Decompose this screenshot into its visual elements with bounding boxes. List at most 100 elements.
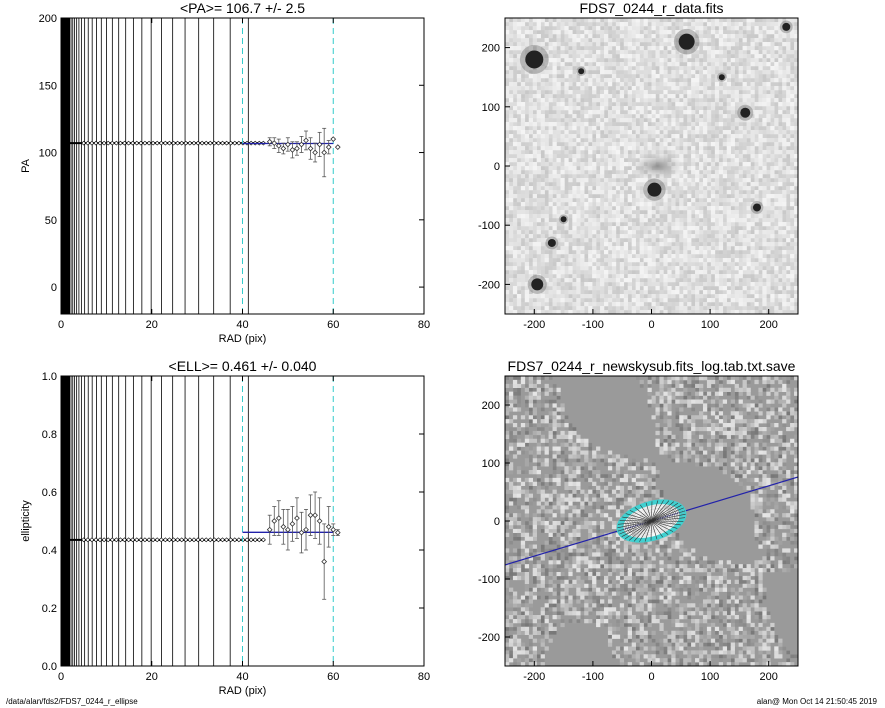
y-tick-label: -200 bbox=[478, 279, 500, 291]
x-tick-label: 80 bbox=[418, 671, 430, 683]
pixel-noise bbox=[505, 18, 798, 314]
profile-marker bbox=[171, 537, 176, 543]
profile-marker bbox=[236, 537, 242, 543]
data-point bbox=[316, 141, 323, 148]
y-axis-label: PA bbox=[20, 158, 32, 173]
data-point bbox=[271, 518, 278, 524]
y-tick-label: 0.2 bbox=[42, 603, 57, 615]
x-tick-label: 200 bbox=[760, 671, 778, 683]
x-tick-label: -200 bbox=[523, 319, 545, 331]
isophote-spoke bbox=[629, 510, 652, 522]
profile-marker bbox=[216, 140, 221, 146]
data-point bbox=[330, 136, 337, 142]
profile-marker bbox=[171, 140, 176, 146]
plot-area bbox=[61, 18, 341, 314]
x-tick-label: 40 bbox=[236, 671, 248, 683]
y-tick-label: 0 bbox=[51, 282, 57, 294]
y-tick-label: 50 bbox=[45, 215, 57, 227]
profile-marker bbox=[195, 140, 201, 146]
footer-left: /data/alan/fds2/FDS7_0244_r_ellipse bbox=[6, 697, 138, 706]
source bbox=[647, 182, 662, 197]
data-point bbox=[307, 512, 314, 519]
profile-marker bbox=[211, 537, 217, 543]
profile-marker bbox=[183, 140, 189, 146]
profile-marker bbox=[150, 537, 156, 543]
source bbox=[678, 33, 695, 50]
profile-marker bbox=[113, 537, 119, 543]
profile-marker bbox=[93, 537, 99, 543]
profile-marker bbox=[101, 537, 107, 543]
pixel-noise bbox=[505, 387, 798, 612]
data-point bbox=[321, 149, 328, 156]
data-point bbox=[289, 521, 296, 527]
x-tick-label: 20 bbox=[146, 671, 158, 683]
profile-marker bbox=[134, 537, 140, 543]
isophote-spoke bbox=[639, 520, 652, 542]
profile-marker bbox=[130, 537, 136, 543]
pixel-noise bbox=[505, 22, 798, 314]
chart-title: FDS7_0244_r_data.fits bbox=[580, 0, 724, 16]
data-point bbox=[280, 523, 287, 530]
x-tick-label: 100 bbox=[701, 671, 719, 683]
profile-marker bbox=[138, 537, 144, 543]
profile-marker bbox=[224, 537, 230, 543]
profile-marker bbox=[85, 140, 91, 146]
pixel-noise bbox=[505, 18, 798, 314]
profile-marker bbox=[93, 140, 99, 146]
pixel-noise bbox=[505, 379, 763, 666]
x-axis-label: RAD (pix) bbox=[219, 685, 267, 697]
y-tick-label: 0.8 bbox=[42, 429, 57, 441]
profile-panel-0: 0 20 40 60 80 0 50 100 150 200 <PA>= 106.7 +/- 2.5… bbox=[20, 0, 430, 345]
profile-marker bbox=[150, 140, 156, 146]
pixel-noise bbox=[505, 376, 791, 655]
profile-marker bbox=[134, 140, 140, 146]
data-point bbox=[289, 146, 296, 153]
profile-marker bbox=[175, 537, 181, 543]
isophote-spoke bbox=[651, 520, 681, 526]
isophote-spoke bbox=[634, 507, 652, 522]
dense-fill bbox=[61, 18, 71, 314]
x-tick-label: 0 bbox=[648, 319, 654, 331]
y-tick-label: 1.0 bbox=[42, 371, 57, 383]
profile-marker bbox=[179, 140, 185, 146]
data-point bbox=[321, 558, 328, 565]
profile-marker bbox=[89, 537, 95, 543]
profile-marker bbox=[191, 537, 197, 543]
isophote-spoke bbox=[651, 510, 686, 522]
isophote-spoke bbox=[624, 520, 652, 540]
x-tick-label: 80 bbox=[418, 319, 430, 331]
isophote-spoke bbox=[651, 505, 682, 522]
profile-marker bbox=[220, 537, 225, 543]
x-tick-label: 60 bbox=[327, 319, 339, 331]
pixel-noise bbox=[505, 376, 798, 666]
image-panel-3: -200 -100 0 100 200 -200 -100 0 100 200 FDS7_0244_… bbox=[478, 358, 799, 683]
profile-marker bbox=[175, 140, 181, 146]
profile-marker bbox=[252, 537, 258, 543]
profile-marker bbox=[109, 537, 115, 543]
y-tick-label: 0 bbox=[494, 161, 500, 173]
image-area bbox=[505, 376, 798, 666]
source bbox=[578, 68, 585, 75]
data-point bbox=[325, 523, 332, 530]
profile-marker bbox=[183, 537, 189, 543]
isophote-spoke bbox=[621, 520, 652, 537]
profile-marker bbox=[138, 140, 144, 146]
profile-marker bbox=[158, 537, 164, 543]
profile-marker bbox=[260, 537, 266, 543]
image-panel-2: -200 -100 0 100 200 -200 -100 0 100 200 FDS7_0244_… bbox=[478, 0, 799, 331]
x-tick-label: -100 bbox=[582, 319, 604, 331]
chart-title: FDS7_0244_r_newskysub.fits_log.tab.txt.s… bbox=[508, 358, 796, 374]
y-tick-label: 200 bbox=[482, 400, 500, 412]
y-tick-label: -100 bbox=[478, 220, 500, 232]
pixel-noise bbox=[505, 376, 798, 663]
data-point bbox=[285, 141, 291, 148]
profile-panel-1: 0 20 40 60 80 0.0 0.2 0.4 0.6 0.8 1.0 <ELL>= 0.461 … bbox=[20, 358, 430, 697]
pixel-noise bbox=[505, 18, 795, 314]
data-point bbox=[294, 515, 300, 521]
profile-marker bbox=[113, 140, 119, 146]
diffuse-galaxy bbox=[630, 152, 684, 180]
profile-marker bbox=[211, 140, 217, 146]
pixel-noise bbox=[505, 18, 795, 314]
y-axis-label: ellipticity bbox=[20, 500, 32, 542]
isophote-spoke bbox=[617, 520, 652, 532]
